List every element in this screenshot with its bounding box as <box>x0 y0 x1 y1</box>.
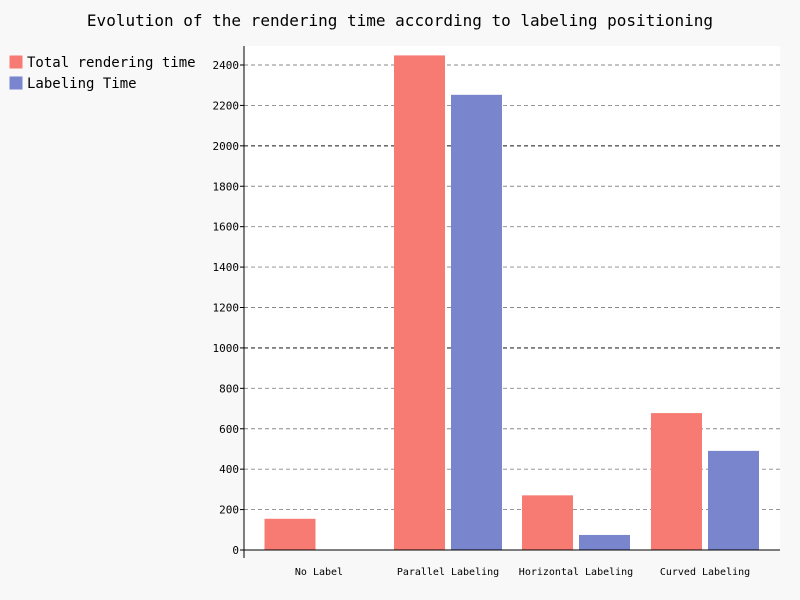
legend: Total rendering time Labeling Time <box>9 55 196 92</box>
y-tick-label: 2400 <box>213 59 240 72</box>
bar-0-0 <box>264 518 316 551</box>
x-tick-labels: No Label Parallel Labeling Horizontal Labe… <box>295 567 750 578</box>
y-tick-label: 1000 <box>213 342 240 355</box>
y-tick-label: 200 <box>219 504 239 517</box>
grid-lines <box>244 64 780 511</box>
bar-3-0 <box>651 413 702 551</box>
y-tick-label: 2200 <box>213 99 240 112</box>
x-tick-label: No Label <box>295 567 343 578</box>
y-tick-label: 400 <box>219 463 239 476</box>
legend-label-1: Labeling Time <box>27 76 137 92</box>
y-tick-label: 1800 <box>213 180 240 193</box>
x-tick-label: Parallel Labeling <box>397 567 499 578</box>
bar-2-1 <box>579 534 630 551</box>
bar-2-0 <box>522 495 573 551</box>
y-tick-labels: 0 200 400 600 800 1000 1200 1400 1600 1800 2000 220… <box>213 59 244 557</box>
legend-label-0: Total rendering time <box>27 55 196 71</box>
legend-swatch-1 <box>9 76 23 90</box>
y-tick-label: 2000 <box>213 140 240 153</box>
bar-3-1 <box>708 450 759 551</box>
x-tick-label: Horizontal Labeling <box>519 567 633 578</box>
y-tick-label: 1600 <box>213 221 240 234</box>
bar-1-0 <box>394 55 445 551</box>
bars <box>264 55 759 551</box>
y-tick-label: 0 <box>232 544 239 557</box>
x-tick-label: Curved Labeling <box>660 567 750 578</box>
legend-swatch-0 <box>9 55 23 69</box>
chart-title: Evolution of the rendering time accordin… <box>87 11 713 30</box>
axes <box>243 46 780 558</box>
y-tick-label: 800 <box>219 382 239 395</box>
y-tick-label: 600 <box>219 423 239 436</box>
y-tick-label: 1200 <box>213 302 240 315</box>
y-tick-label: 1400 <box>213 261 240 274</box>
bar-1-1 <box>451 94 502 551</box>
